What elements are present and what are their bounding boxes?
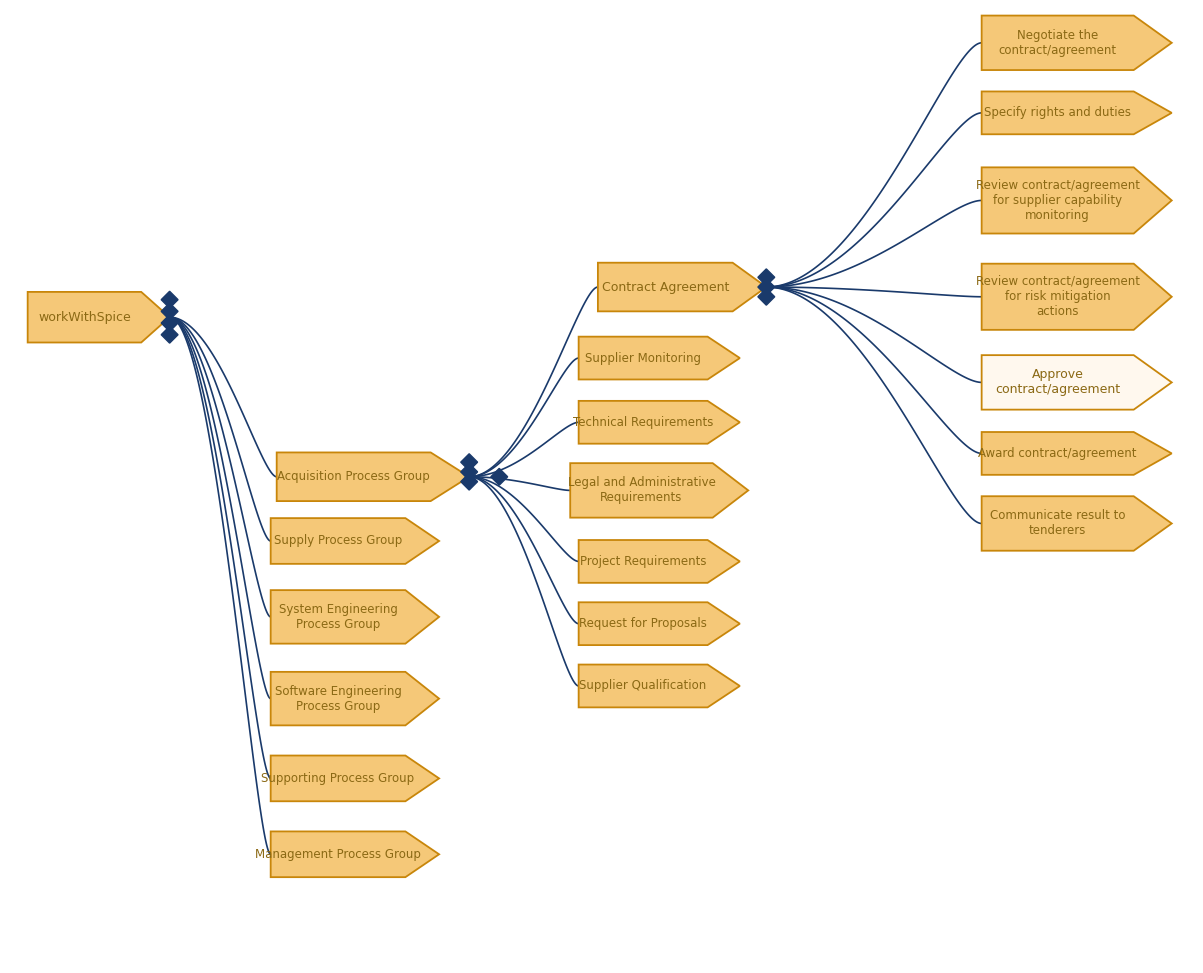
Polygon shape xyxy=(161,314,178,332)
Polygon shape xyxy=(461,463,478,481)
Text: Supplier Monitoring: Supplier Monitoring xyxy=(585,351,701,365)
Polygon shape xyxy=(579,401,740,444)
Polygon shape xyxy=(982,91,1172,134)
Polygon shape xyxy=(271,671,439,726)
Polygon shape xyxy=(579,665,740,707)
Text: Communicate result to
tenderers: Communicate result to tenderers xyxy=(990,510,1126,537)
Polygon shape xyxy=(271,755,439,802)
Polygon shape xyxy=(277,452,469,501)
Text: System Engineering
Process Group: System Engineering Process Group xyxy=(279,603,397,631)
Text: Software Engineering
Process Group: Software Engineering Process Group xyxy=(274,685,402,712)
Polygon shape xyxy=(598,263,766,311)
Text: Review contract/agreement
for supplier capability
monitoring: Review contract/agreement for supplier c… xyxy=(976,179,1139,222)
Polygon shape xyxy=(28,292,170,342)
Polygon shape xyxy=(461,473,478,490)
Polygon shape xyxy=(271,590,439,644)
Polygon shape xyxy=(758,288,775,306)
Polygon shape xyxy=(161,303,178,320)
Text: Acquisition Process Group: Acquisition Process Group xyxy=(278,470,429,484)
Polygon shape xyxy=(161,291,178,308)
Polygon shape xyxy=(271,518,439,564)
Polygon shape xyxy=(491,468,508,486)
Polygon shape xyxy=(570,463,748,518)
Polygon shape xyxy=(982,264,1172,330)
Text: Approve
contract/agreement: Approve contract/agreement xyxy=(995,369,1120,396)
Polygon shape xyxy=(579,602,740,645)
Polygon shape xyxy=(982,167,1172,234)
Text: Supply Process Group: Supply Process Group xyxy=(274,534,402,548)
Polygon shape xyxy=(982,496,1172,551)
Text: Legal and Administrative
Requirements: Legal and Administrative Requirements xyxy=(568,477,716,504)
Text: Technical Requirements: Technical Requirements xyxy=(573,415,713,429)
Polygon shape xyxy=(461,453,478,471)
Polygon shape xyxy=(982,16,1172,70)
Text: Specify rights and duties: Specify rights and duties xyxy=(984,106,1131,120)
Text: Management Process Group: Management Process Group xyxy=(255,847,421,861)
Text: Supplier Qualification: Supplier Qualification xyxy=(580,679,706,693)
Text: Project Requirements: Project Requirements xyxy=(580,555,706,568)
Polygon shape xyxy=(161,326,178,343)
Text: Contract Agreement: Contract Agreement xyxy=(602,280,729,294)
Text: workWithSpice: workWithSpice xyxy=(38,310,131,324)
Polygon shape xyxy=(982,355,1172,410)
Polygon shape xyxy=(271,831,439,878)
Polygon shape xyxy=(579,337,740,379)
Text: Request for Proposals: Request for Proposals xyxy=(579,617,707,631)
Polygon shape xyxy=(758,269,775,286)
Text: Award contract/agreement: Award contract/agreement xyxy=(978,447,1137,460)
Text: Review contract/agreement
for risk mitigation
actions: Review contract/agreement for risk mitig… xyxy=(976,275,1139,318)
Text: Supporting Process Group: Supporting Process Group xyxy=(261,772,415,785)
Text: Negotiate the
contract/agreement: Negotiate the contract/agreement xyxy=(998,29,1116,56)
Polygon shape xyxy=(982,432,1172,475)
Polygon shape xyxy=(579,540,740,583)
Polygon shape xyxy=(758,278,775,296)
